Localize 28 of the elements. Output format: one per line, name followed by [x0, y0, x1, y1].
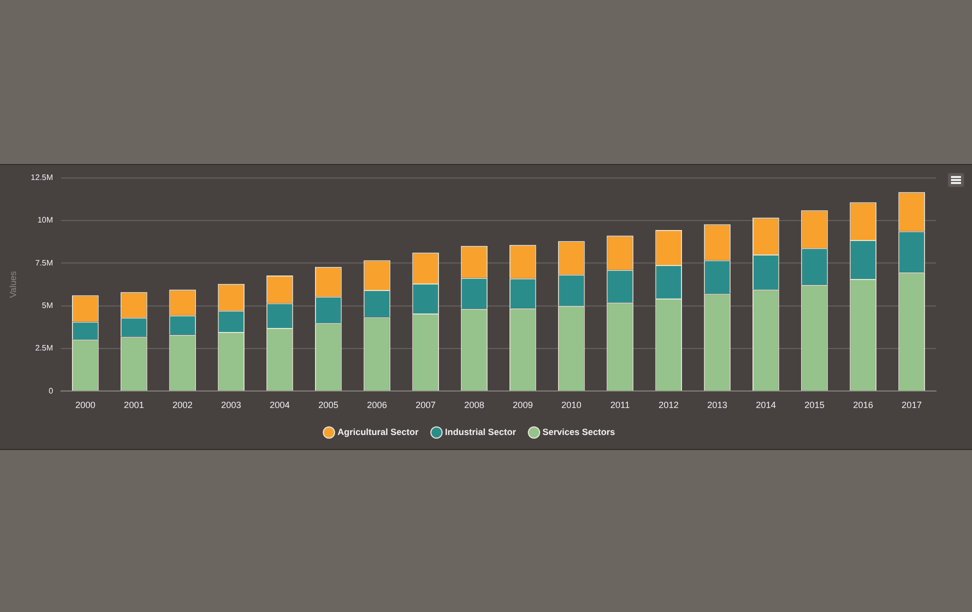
legend-label: Services Sectors	[542, 426, 616, 437]
x-tick-label: 2013	[707, 400, 728, 410]
x-tick-label: 2014	[756, 400, 776, 410]
x-tick-label: 2004	[270, 400, 290, 410]
x-tick-label: 2006	[366, 400, 388, 410]
x-tick-label: 2000	[75, 400, 96, 410]
x-tick-label: 2007	[416, 400, 436, 410]
x-tick-label: 2011	[610, 400, 630, 410]
legend-label: Industrial Sector	[444, 426, 516, 437]
y-tick-label: 0	[48, 386, 54, 396]
x-tick-label: 2016	[853, 400, 874, 410]
y-tick-label: 5M	[42, 301, 54, 310]
x-tick-label: 2005	[318, 400, 338, 410]
y-tick-label: 12.5M	[30, 173, 54, 182]
x-tick-label: 2017	[902, 400, 922, 410]
x-tick-label: 2012	[658, 400, 679, 410]
x-tick-label: 2001	[124, 400, 144, 410]
x-tick-label: 2003	[221, 400, 242, 410]
x-tick-label: 2009	[512, 400, 533, 410]
x-tick-label: 2008	[464, 400, 484, 410]
y-tick-label: 10M	[37, 216, 54, 225]
x-tick-label: 2010	[561, 400, 582, 410]
legend-label: Agricultural Sector	[337, 426, 419, 437]
y-tick-label: 7.5M	[35, 258, 54, 268]
y-axis-title: Values	[8, 270, 18, 298]
y-tick-label: 2.5M	[35, 344, 54, 353]
x-tick-label: 2002	[172, 400, 193, 410]
x-tick-label: 2015	[804, 400, 824, 410]
